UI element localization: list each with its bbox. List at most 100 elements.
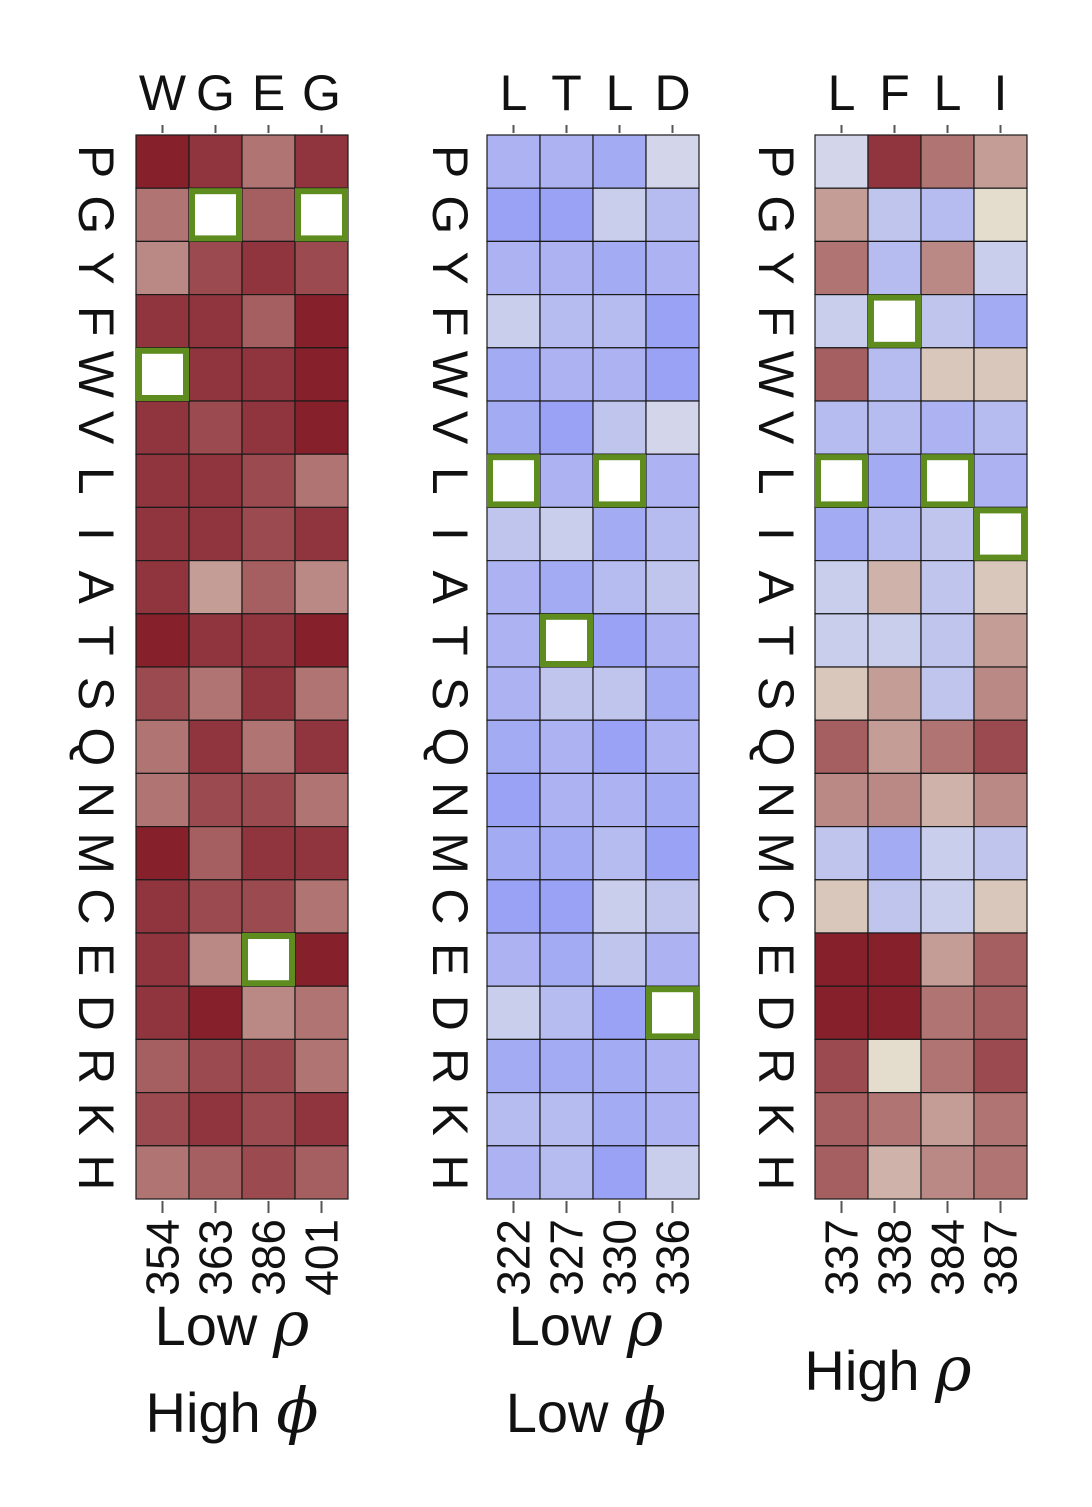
heatmap-cell	[592, 559, 647, 615]
heatmap-cell	[135, 985, 190, 1041]
heatmap-cell	[294, 719, 349, 775]
row-label: T	[748, 625, 804, 656]
heatmap-cell	[486, 719, 541, 775]
heatmap-cell	[814, 719, 869, 775]
top-tick-label: E	[252, 65, 285, 121]
heatmap-cell	[920, 825, 975, 881]
top-tick-label: G	[196, 65, 235, 121]
row-label: C	[748, 888, 804, 924]
highlight-box	[242, 933, 295, 987]
panel-caption: Low ϕ	[506, 1374, 667, 1447]
heatmap-cell	[539, 932, 594, 987]
heatmap-cell	[188, 1145, 243, 1200]
heatmap-cell	[188, 294, 243, 349]
top-tick-label: L	[500, 65, 528, 121]
row-label: S	[68, 677, 124, 710]
heatmap-cell	[486, 559, 541, 615]
row-label: S	[422, 677, 478, 710]
heatmap-cell	[188, 240, 243, 296]
heatmap-cell	[486, 240, 541, 296]
heatmap-cell	[814, 613, 869, 668]
heatmap-cell	[241, 1091, 296, 1147]
heatmap-cell	[241, 453, 296, 509]
highlight-box	[189, 188, 242, 242]
heatmap-cell	[867, 400, 922, 455]
heatmap-cell	[645, 932, 700, 987]
heatmap-cell	[973, 772, 1028, 828]
heatmap-cell	[592, 985, 647, 1041]
heatmap-cell	[486, 666, 541, 721]
heatmap-cell	[867, 187, 922, 242]
heatmap-cell	[294, 932, 349, 987]
row-label: G	[422, 195, 478, 234]
highlight-box	[593, 454, 646, 508]
heatmap-cell	[973, 134, 1028, 189]
heatmap-cell	[188, 506, 243, 562]
heatmap-cell	[645, 772, 700, 828]
heatmap-cell	[973, 1038, 1028, 1094]
heatmap-cell	[814, 506, 869, 562]
highlight-box	[921, 454, 974, 508]
heatmap-cell	[241, 400, 296, 455]
heatmap-cell	[188, 772, 243, 828]
heatmap-cell	[592, 932, 647, 987]
heatmap-cell	[241, 506, 296, 562]
heatmap-cell	[867, 1091, 922, 1147]
row-label: A	[68, 571, 124, 605]
heatmap-cell	[645, 294, 700, 349]
heatmap-cell	[188, 985, 243, 1041]
heatmap-cell	[920, 666, 975, 721]
row-label: G	[68, 195, 124, 234]
panel-caption: Low ρ	[155, 1287, 310, 1360]
heatmap-cell	[294, 294, 349, 349]
top-tick-label: D	[654, 65, 690, 121]
heatmap-cell	[592, 719, 647, 775]
heatmap-cell	[592, 666, 647, 721]
heatmap-cell	[539, 1145, 594, 1200]
heatmap-cell	[814, 187, 869, 242]
heatmap-cell	[135, 613, 190, 668]
row-label: Y	[422, 251, 478, 284]
heatmap-cell	[645, 347, 700, 402]
heatmap-cell	[920, 772, 975, 828]
row-label: M	[422, 832, 478, 874]
heatmap-cell	[294, 985, 349, 1041]
row-label: T	[422, 625, 478, 656]
heatmap-cell	[920, 347, 975, 402]
heatmap-cell	[592, 879, 647, 934]
heatmap-cell	[645, 1038, 700, 1094]
heatmap-cell	[241, 985, 296, 1041]
heatmap-cell	[188, 613, 243, 668]
heatmap-cell	[294, 879, 349, 934]
row-label: K	[748, 1103, 804, 1136]
heatmap-cell	[135, 294, 190, 349]
heatmap-cell	[135, 240, 190, 296]
heatmap-cell	[539, 1038, 594, 1094]
row-label: S	[748, 677, 804, 710]
heatmap-cell	[241, 134, 296, 189]
heatmap-cell	[188, 932, 243, 987]
row-label: W	[422, 351, 478, 399]
heatmap-cell	[973, 719, 1028, 775]
heatmap-cell	[241, 1145, 296, 1200]
heatmap-cell	[645, 879, 700, 934]
heatmap-cell	[592, 1145, 647, 1200]
bottom-tick-label: 363	[190, 1219, 242, 1296]
heatmap-cell	[241, 240, 296, 296]
heatmap-cell	[920, 613, 975, 668]
heatmap-cell	[294, 613, 349, 668]
bottom-tick-label: 401	[296, 1219, 348, 1296]
panel-caption: High ρ	[804, 1332, 971, 1405]
heatmap-cell	[539, 772, 594, 828]
heatmap-cell	[920, 932, 975, 987]
row-label: R	[422, 1048, 478, 1084]
heatmap-cell	[294, 825, 349, 881]
row-label: V	[748, 411, 804, 445]
heatmap-cell	[294, 1091, 349, 1147]
heatmap-cell	[486, 613, 541, 668]
heatmap-cell	[814, 1038, 869, 1094]
heatmap-cell	[135, 1145, 190, 1200]
row-label: P	[748, 145, 804, 178]
row-label: N	[68, 782, 124, 818]
